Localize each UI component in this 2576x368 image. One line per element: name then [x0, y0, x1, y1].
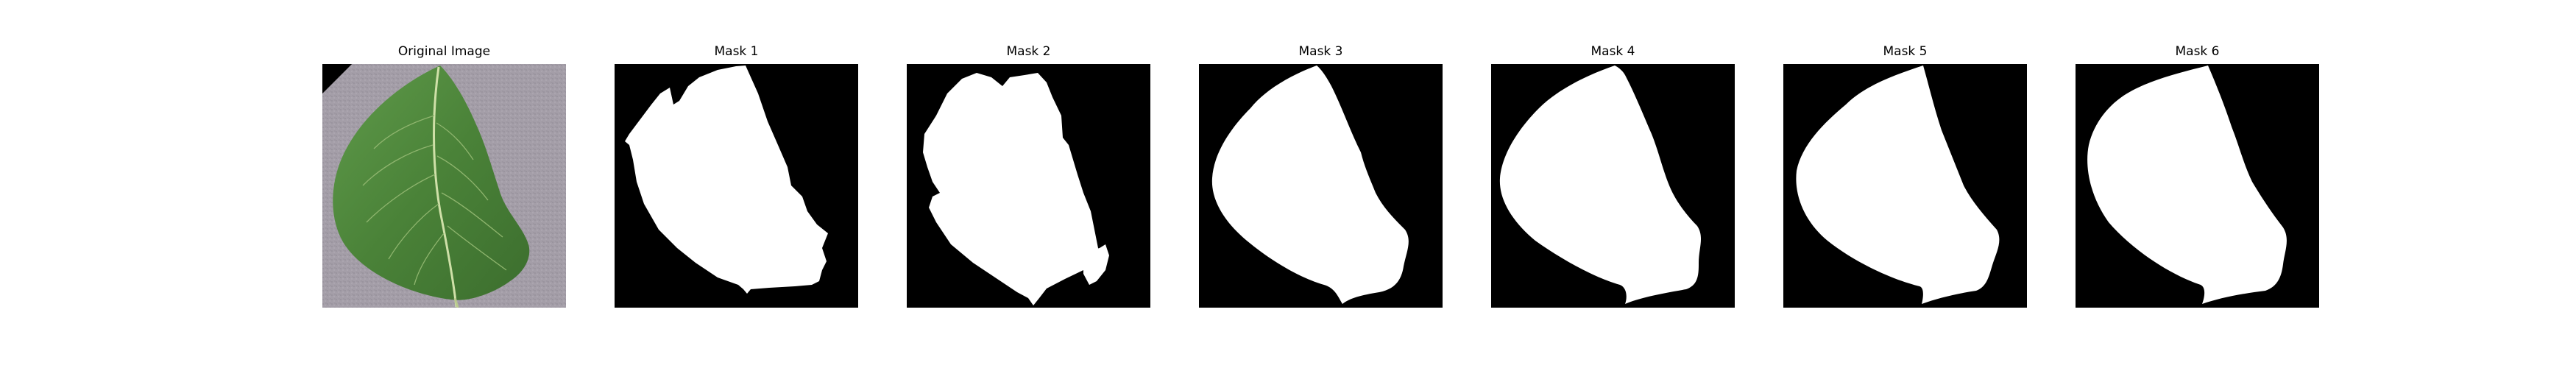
mask-4-image: [1491, 64, 1735, 308]
mask-3-image: [1199, 64, 1443, 308]
mask-1-image: [615, 64, 858, 308]
panel-title: Mask 2: [1006, 44, 1051, 59]
mask-6-image: [2076, 64, 2319, 308]
panel-title: Original Image: [397, 44, 491, 59]
panel-title: Mask 4: [1590, 44, 1635, 59]
mask-5-image: [1783, 64, 2027, 308]
panel-title: Mask 5: [1883, 44, 1928, 59]
original-leaf-photo: [322, 64, 566, 308]
panel-title: Mask 3: [1298, 44, 1343, 59]
mask-2-image: [907, 64, 1150, 308]
panel-title: Mask 6: [2175, 44, 2220, 59]
panel-title: Mask 1: [714, 44, 759, 59]
